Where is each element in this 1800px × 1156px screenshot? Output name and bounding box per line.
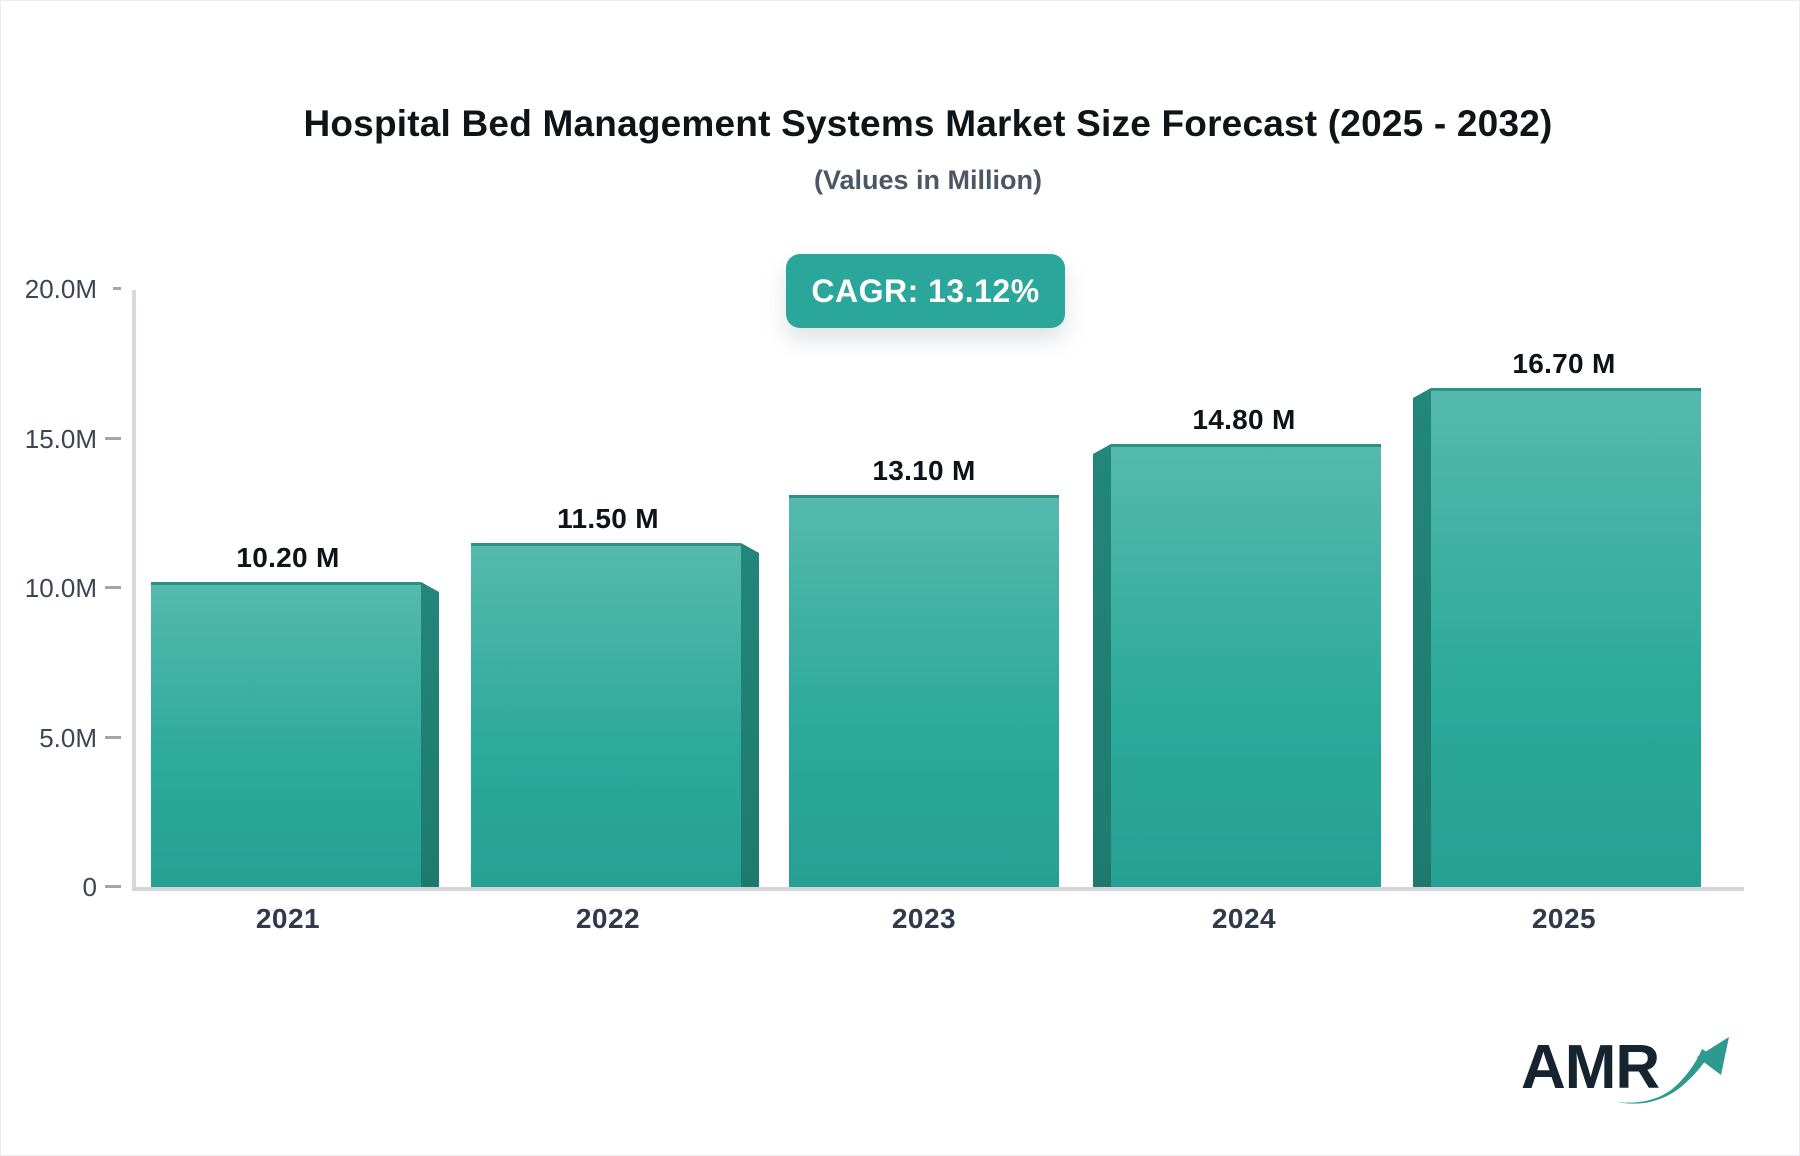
y-axis-label: 0 [82,872,97,902]
x-axis-line [132,887,1744,891]
bar-2023 [789,495,1059,887]
x-axis-label-2025: 2025 [1531,903,1597,934]
bar-side-3d-2025 [1413,388,1431,887]
bar-value-label: 16.70 M [1512,348,1616,379]
bar-2021 [151,582,421,887]
y-axis-label: 20.0M [24,274,97,304]
bar-2024 [1111,444,1381,887]
y-axis-tick [105,885,121,888]
bar-side-3d-2021 [421,582,439,887]
x-axis-label-2022: 2022 [575,903,641,934]
x-axis-label-2023: 2023 [891,903,957,934]
y-axis-tick [105,586,121,589]
growth-arrow-icon [1613,1037,1729,1104]
bar-2022 [471,543,741,887]
bar-side-3d-2022 [741,543,759,887]
bar-value-label: 13.10 M [872,455,976,486]
bar-2025 [1431,388,1701,887]
amr-logo-text: AMR [1521,1033,1660,1102]
y-axis-label: 5.0M [39,723,97,753]
amr-logo: AMR [1521,1033,1731,1119]
x-axis-label-2021: 2021 [255,903,321,934]
cagr-badge: CAGR: 13.12% [786,254,1065,328]
y-axis-label: 10.0M [24,573,97,603]
cagr-badge-label: CAGR: 13.12% [811,272,1040,309]
y-axis-tick [113,287,121,290]
chart-subtitle: (Values in Million) [813,165,1043,195]
bar-value-label: 10.20 M [236,542,340,573]
bar-value-label: 11.50 M [557,503,659,534]
chart-title: Hospital Bed Management Systems Market S… [303,103,1553,144]
bar-value-label: 14.80 M [1192,404,1296,435]
bar-side-3d-2024 [1093,444,1111,887]
y-axis-line [132,290,136,887]
y-axis-label: 15.0M [24,424,97,454]
y-axis-tick [105,437,121,440]
x-axis-label-2024: 2024 [1211,903,1277,934]
y-axis-tick [105,736,121,739]
